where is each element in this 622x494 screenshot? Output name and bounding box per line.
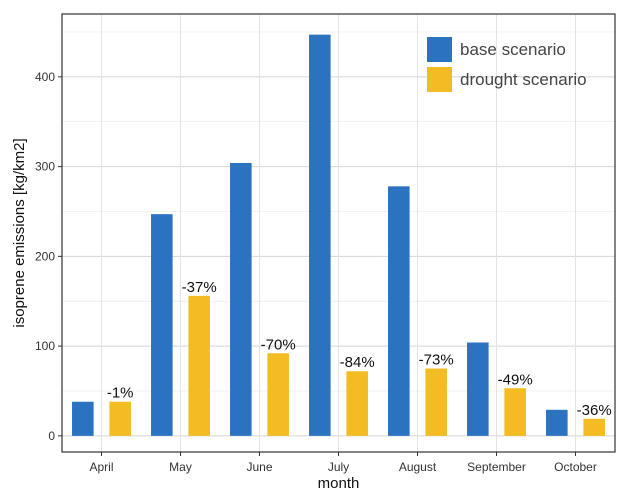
bar-drought-june [267, 353, 289, 436]
x-tick-label: October [554, 460, 597, 474]
y-tick-label: 200 [35, 249, 55, 263]
bar-base-september [467, 342, 489, 436]
legend-label-base: base scenario [460, 40, 566, 59]
bar-base-may [151, 214, 173, 436]
data-label-april: -1% [107, 385, 134, 402]
y-tick-label: 0 [48, 429, 55, 443]
data-label-july: -84% [340, 354, 375, 371]
x-axis-title: month [318, 475, 360, 492]
data-label-august: -73% [419, 352, 454, 369]
data-label-september: -49% [498, 371, 533, 388]
plot-border [61, 13, 616, 453]
x-tick-label: May [169, 460, 192, 474]
bars [72, 34, 605, 436]
bar-base-june [230, 162, 252, 436]
data-label-october: -36% [577, 402, 612, 419]
bar-base-august [388, 186, 410, 436]
x-tick-label: June [246, 460, 272, 474]
x-tick-label: April [89, 460, 113, 474]
y-axis-title: isoprene emissions [kg/km2] [11, 138, 28, 327]
legend-swatch-drought [427, 67, 452, 92]
bar-drought-may [188, 295, 210, 436]
y-tick-label: 300 [35, 160, 55, 174]
x-tick-label: September [467, 460, 526, 474]
legend: base scenario drought scenario [427, 37, 587, 92]
data-label-june: -70% [261, 336, 296, 353]
axes: April May June July August September October 0 1… [35, 13, 616, 474]
legend-swatch-base [427, 37, 452, 62]
bar-drought-september [504, 388, 526, 436]
x-tick-label: August [399, 460, 437, 474]
legend-label-drought: drought scenario [460, 70, 587, 89]
bar-drought-july [346, 371, 368, 436]
bar-drought-october [583, 418, 605, 436]
bar-drought-august [425, 368, 447, 436]
bar-base-april [72, 401, 94, 436]
bar-drought-april [109, 401, 131, 436]
bar-base-july [309, 34, 331, 436]
y-tick-label: 100 [35, 339, 55, 353]
bar-base-october [546, 409, 568, 436]
data-label-may: -37% [182, 279, 217, 296]
data-labels: -1% -37% -70% -84% -73% -49% -36% [107, 279, 612, 419]
y-tick-label: 400 [35, 70, 55, 84]
x-tick-label: July [328, 460, 349, 474]
